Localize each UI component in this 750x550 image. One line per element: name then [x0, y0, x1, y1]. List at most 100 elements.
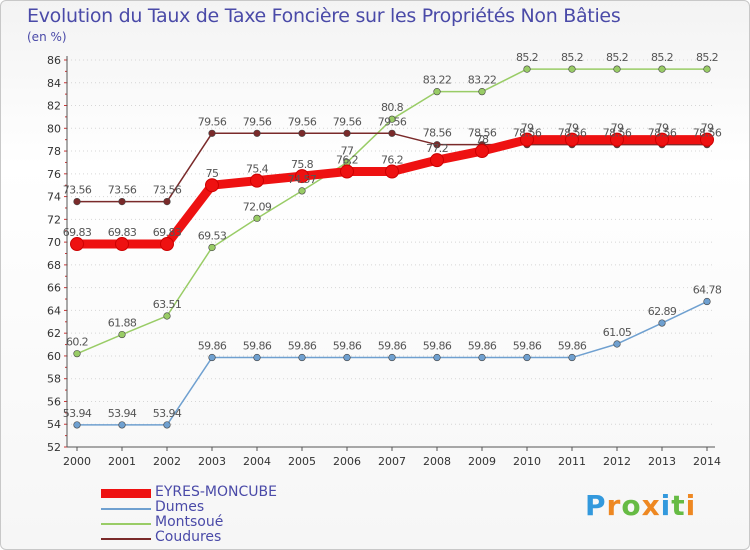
chart-subtitle: (en %) [27, 30, 67, 44]
data-point [298, 353, 306, 362]
logo-letter: o [621, 489, 642, 522]
data-point [433, 141, 441, 149]
x-tick-label: 2008 [423, 455, 451, 468]
data-point [658, 65, 666, 73]
y-tick-label: 56 [47, 395, 61, 408]
y-tick-label: 54 [47, 418, 61, 431]
data-label: 59.86 [558, 340, 587, 353]
data-label: 79 [611, 122, 624, 135]
data-point [73, 350, 81, 358]
data-label: 62.89 [648, 305, 677, 318]
legend-label: Montsoué [155, 514, 224, 530]
data-point [568, 65, 576, 73]
data-label: 59.86 [288, 340, 317, 353]
data-label: 59.86 [198, 340, 227, 353]
data-label: 69.53 [198, 229, 227, 242]
data-label: 53.94 [153, 407, 182, 420]
data-label: 76.2 [336, 154, 358, 167]
data-point [205, 178, 219, 193]
data-point [343, 129, 351, 137]
data-label: 61.88 [108, 317, 137, 330]
x-tick-label: 2002 [153, 455, 181, 468]
data-point [70, 237, 84, 252]
y-tick-label: 66 [47, 282, 61, 295]
data-point [388, 129, 396, 137]
data-label: 79.56 [378, 115, 407, 128]
legend-label: Coudures [155, 529, 222, 545]
data-point [208, 243, 216, 252]
data-point [73, 421, 81, 429]
data-label: 85.2 [516, 51, 538, 64]
data-point [163, 312, 171, 320]
series-group [70, 65, 714, 429]
data-label: 59.86 [378, 340, 407, 353]
data-point [298, 129, 306, 137]
data-label: 69.83 [63, 226, 92, 239]
y-tick-label: 74 [47, 191, 61, 204]
y-tick-label: 52 [47, 441, 61, 454]
data-point [433, 353, 441, 362]
logo-letter: P [585, 489, 607, 522]
data-label: 77 [341, 144, 354, 157]
logo-letter: t [671, 489, 686, 522]
data-label: 78.56 [693, 127, 722, 140]
data-point [118, 197, 126, 206]
legend-label: Dumes [155, 499, 205, 515]
x-tick-label: 2005 [288, 455, 316, 468]
data-label: 73.56 [108, 184, 137, 197]
data-point [250, 173, 264, 188]
y-tick-label: 58 [47, 373, 61, 386]
legend-swatch [101, 523, 151, 525]
data-label: 83.22 [468, 74, 497, 87]
y-tick-label: 84 [47, 77, 61, 90]
legend-swatch [101, 489, 151, 498]
data-label: 78 [476, 133, 489, 146]
data-point [568, 353, 576, 362]
data-point [253, 129, 261, 137]
data-label: 59.86 [468, 340, 497, 353]
data-point [565, 132, 579, 147]
data-label: 78.56 [468, 127, 497, 140]
data-point [343, 353, 351, 362]
data-point [295, 169, 309, 184]
data-point [475, 144, 489, 159]
data-label: 79.56 [198, 115, 227, 128]
x-tick-label: 2009 [468, 455, 496, 468]
y-tick-label: 78 [47, 145, 61, 158]
data-label: 53.94 [63, 407, 92, 420]
data-point [655, 132, 669, 147]
data-point [253, 214, 261, 222]
y-tick-label: 60 [47, 350, 61, 363]
data-point [118, 330, 126, 339]
y-tick-label: 80 [47, 122, 61, 135]
x-tick-label: 2010 [513, 455, 541, 468]
data-point [430, 153, 444, 168]
data-label: 53.94 [108, 407, 137, 420]
logo-letter: i [660, 489, 672, 522]
data-label: 72.09 [243, 200, 272, 213]
data-point [478, 353, 486, 362]
data-label: 78.56 [423, 127, 452, 140]
x-tick-label: 2004 [243, 455, 271, 468]
data-label: 61.05 [603, 326, 632, 339]
data-point [703, 297, 711, 306]
data-label: 60.2 [66, 336, 88, 349]
logo-letter: r [606, 489, 622, 522]
data-label: 85.2 [561, 51, 583, 64]
data-label: 69.83 [153, 226, 182, 239]
x-tick-label: 2001 [108, 455, 136, 468]
y-tick-label: 86 [47, 54, 61, 67]
data-label: 85.2 [606, 51, 628, 64]
data-label: 76.2 [381, 154, 403, 167]
data-label: 78.56 [603, 127, 632, 140]
data-label: 74.57 [288, 173, 317, 186]
x-tick-label: 2014 [693, 455, 721, 468]
x-tick-label: 2000 [63, 455, 91, 468]
y-tick-label: 62 [47, 327, 61, 340]
y-tick-label: 76 [47, 168, 61, 181]
data-label: 79.56 [243, 115, 272, 128]
data-label: 85.2 [651, 51, 673, 64]
chart-title: Evolution du Taux de Taxe Foncière sur l… [27, 5, 621, 27]
